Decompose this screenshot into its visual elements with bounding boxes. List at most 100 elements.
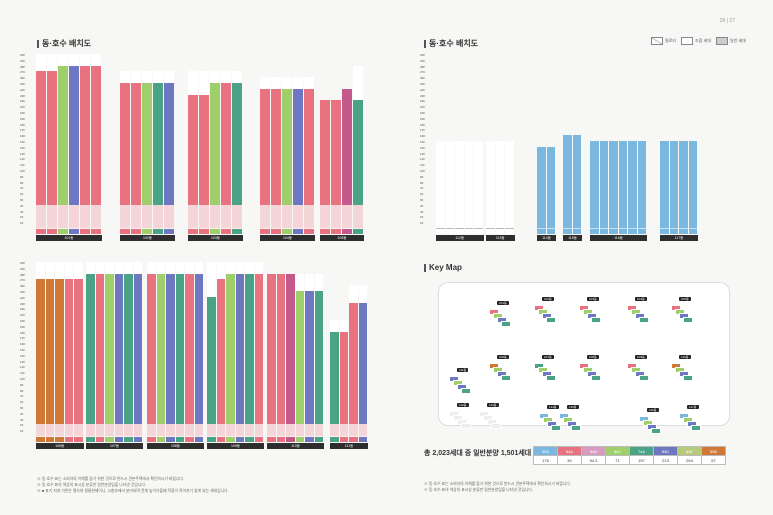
unit-cell [221, 222, 232, 229]
keymap-building-label: 108동 [587, 355, 599, 359]
unit-column [688, 141, 698, 229]
floor-label: 2F [20, 215, 24, 220]
keymap-title-text: Key Map [429, 263, 462, 272]
floor-label: 14F [420, 145, 426, 150]
unit-cell [226, 430, 235, 437]
keymap-segment [491, 423, 501, 429]
unit-cell [55, 430, 64, 437]
type-table: 59A 84A 84B 84C 74A 84D 84E 59B 176 30 54.3 71 157 2… [533, 446, 726, 465]
keymap-building-label: 115동 [567, 405, 579, 409]
unit-cell [47, 222, 58, 229]
floor-label: 3F [420, 209, 424, 214]
type-footer-cell [320, 229, 331, 234]
unit-cell [599, 222, 609, 229]
type-value-cell: 30 [557, 455, 582, 465]
keymap-building-label: 113동 [487, 403, 499, 407]
keymap-segment [651, 428, 661, 434]
unit-column [86, 262, 95, 437]
type-footer-row [330, 437, 368, 442]
type-label-cell: 84B [581, 446, 606, 456]
keymap-segment [571, 425, 581, 431]
unit-cell [445, 222, 455, 229]
type-footer-cell [74, 437, 83, 442]
unit-column [45, 262, 55, 437]
type-footer-cell [436, 229, 445, 234]
unit-cell [199, 222, 210, 229]
unit-cell [164, 222, 175, 229]
floor-label: 28F [20, 64, 26, 69]
unit-cell [95, 430, 105, 437]
right-title-text: 동·호수 배치도 [429, 39, 479, 48]
floor-label: 5F [20, 197, 24, 202]
type-label-cell: 84D [653, 446, 678, 456]
unit-column [260, 77, 271, 229]
unit-column [276, 273, 286, 437]
keymap-building-label: 104동 [635, 297, 647, 301]
type-footer-row [660, 229, 698, 234]
unit-cell [628, 222, 637, 229]
type-footer-row [147, 437, 204, 442]
page-number: 26 | 27 [719, 18, 735, 24]
type-footer-cell [245, 437, 254, 442]
unit-column [314, 273, 324, 437]
floor-label: 5F [20, 405, 24, 410]
floor-label: 22F [20, 99, 26, 104]
unit-column [505, 141, 514, 229]
unit-column [349, 285, 358, 437]
floor-label: 7F [420, 186, 424, 191]
unit-column [164, 71, 175, 229]
unit-cell [305, 430, 314, 437]
right-building-group: 30F 29F 28F 27F 26F 25F 24F 23F 22F 21F 20F 19F 18F 1… [420, 54, 720, 254]
type-footer-cell [495, 229, 505, 234]
unit-cell [91, 222, 102, 229]
floor-label: 22F [420, 99, 426, 104]
floor-label: 16F [20, 134, 26, 139]
unit-column [436, 141, 445, 229]
unit-cell [36, 222, 47, 229]
type-footer-cell [120, 229, 131, 234]
left-note-3: ※ ■ 표기 지대 기반은 열사대 필름현재이니, 고층부에서 분리되며 전체 … [37, 489, 229, 493]
unit-cell [669, 222, 679, 229]
floor-label-column: 30F 29F 28F 27F 26F 25F 24F 23F 22F 21F 20F 19F 18F 1… [20, 262, 34, 436]
unit-cell [271, 222, 282, 229]
unit-column [58, 54, 69, 229]
unit-cell [609, 222, 618, 229]
floor-label: 6F [20, 192, 24, 197]
type-footer-cell [628, 229, 637, 234]
type-footer-cell [216, 437, 226, 442]
floor-label: 20F [20, 110, 26, 115]
type-footer-row [563, 229, 582, 234]
unit-cell [349, 430, 358, 437]
keymap-segment [501, 321, 511, 327]
unit-cell [618, 222, 628, 229]
building-name-label: 103동 [188, 235, 243, 241]
unit-cell [260, 222, 271, 229]
type-footer-row [537, 229, 556, 234]
unit-column [445, 141, 455, 229]
type-footer-cell [86, 437, 95, 442]
right-note-1: ※ 동·호수 표는 소비자의 이해를 돕기 위한 것으로 반드시 견본주택에서 … [424, 482, 571, 486]
key-map: 101동 102동 103동 104동 105동 106동 107동 108동 109동 110동… [438, 282, 730, 434]
legend-item-general: 일반 세대 [715, 37, 746, 45]
floor-label: 28F [420, 64, 426, 69]
type-footer-cell [455, 229, 464, 234]
building-name-label: 104동 [260, 235, 315, 241]
type-footer-cell [505, 229, 514, 234]
unit-cell [245, 430, 254, 437]
unit-cell [133, 430, 143, 437]
unit-cell [276, 430, 286, 437]
floor-label: 7F [20, 394, 24, 399]
unit-column [245, 262, 254, 437]
unit-column [175, 262, 185, 437]
left-top-building-group: 30F 29F 28F 27F 26F 25F 24F 23F 22F 21F 20F 19F 18F 1… [20, 54, 370, 254]
keymap-building-label: 106동 [497, 355, 509, 359]
unit-cell [74, 430, 83, 437]
type-footer-cell [142, 229, 153, 234]
floor-label: 24F [20, 295, 26, 300]
type-footer-cell [175, 437, 185, 442]
building-name-label: 113동 [486, 235, 515, 241]
unit-column [91, 54, 102, 229]
floor-label: 5F [420, 197, 424, 202]
type-footer-cell [45, 437, 55, 442]
floor-label: 24F [20, 87, 26, 92]
